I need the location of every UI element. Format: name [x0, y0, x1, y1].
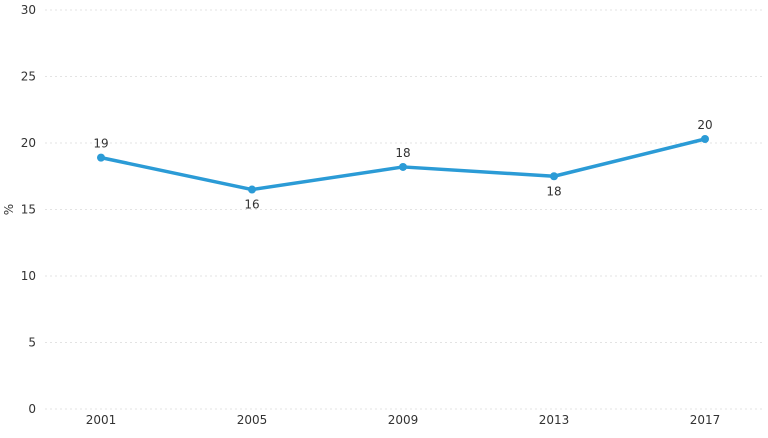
data-point[interactable]: [550, 172, 558, 181]
y-tick-label: 0: [28, 402, 36, 416]
data-label: 20: [697, 118, 712, 132]
x-tick-label: 2013: [539, 413, 570, 427]
data-label: 18: [395, 146, 410, 160]
data-label: 18: [546, 184, 561, 198]
series-group: [97, 135, 709, 194]
y-axis-ticks: 0 5 10 15 20 25 30: [21, 3, 36, 416]
y-tick-label: 10: [21, 269, 36, 283]
data-label: 19: [93, 137, 108, 151]
x-tick-label: 2017: [690, 413, 721, 427]
data-point[interactable]: [701, 135, 709, 144]
y-tick-label: 15: [21, 203, 36, 217]
x-tick-label: 2009: [388, 413, 419, 427]
data-point[interactable]: [248, 185, 256, 194]
x-axis-ticks: 2001 2005 2009 2013 2017: [86, 413, 721, 427]
gridlines: [45, 9, 765, 410]
y-tick-label: 30: [21, 3, 36, 17]
data-point[interactable]: [399, 162, 407, 171]
data-labels: 19 16 18 18 20: [93, 118, 712, 212]
y-tick-label: 25: [21, 70, 36, 84]
y-tick-label: 20: [21, 136, 36, 150]
y-axis-title: %: [2, 204, 16, 215]
x-tick-label: 2001: [86, 413, 117, 427]
data-label: 16: [244, 198, 259, 212]
x-tick-label: 2005: [237, 413, 268, 427]
data-point[interactable]: [97, 153, 105, 162]
y-tick-label: 5: [28, 336, 36, 350]
